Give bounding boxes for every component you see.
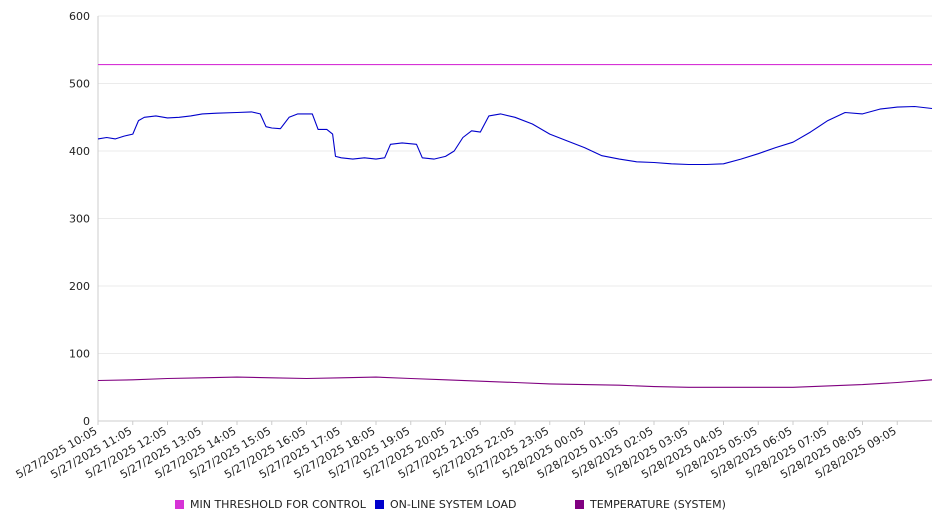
- legend-item: TEMPERATURE (SYSTEM): [575, 498, 726, 511]
- y-tick-labels: 0 100 200 300 400 500 600: [69, 10, 90, 428]
- y-tick-label: 600: [69, 10, 90, 23]
- legend-item: ON-LINE SYSTEM LOAD: [375, 498, 516, 511]
- y-tick-label: 500: [69, 78, 90, 91]
- series-line-on-line-system-load: [97, 105, 933, 166]
- legend-label: TEMPERATURE (SYSTEM): [590, 498, 726, 511]
- legend-swatch: [575, 500, 584, 509]
- y-tick-label: 100: [69, 348, 90, 361]
- legend-item: MIN THRESHOLD FOR CONTROL: [175, 498, 366, 511]
- legend: MIN THRESHOLD FOR CONTROL ON-LINE SYSTEM …: [0, 498, 946, 514]
- legend-label: MIN THRESHOLD FOR CONTROL: [190, 498, 366, 511]
- y-tick-label: 200: [69, 280, 90, 293]
- y-tick-label: 400: [69, 145, 90, 158]
- y-tick-label: 0: [83, 415, 90, 428]
- legend-label: ON-LINE SYSTEM LOAD: [390, 498, 517, 511]
- x-tick-labels: 5/27/2025 10:055/27/2025 11:055/27/2025 …: [14, 421, 899, 481]
- legend-swatch: [375, 500, 384, 509]
- series-lines: [97, 64, 933, 388]
- series-line-temperature-system: [97, 376, 933, 388]
- grid-lines: [98, 15, 932, 354]
- legend-swatch: [175, 500, 184, 509]
- y-tick-label: 300: [69, 213, 90, 226]
